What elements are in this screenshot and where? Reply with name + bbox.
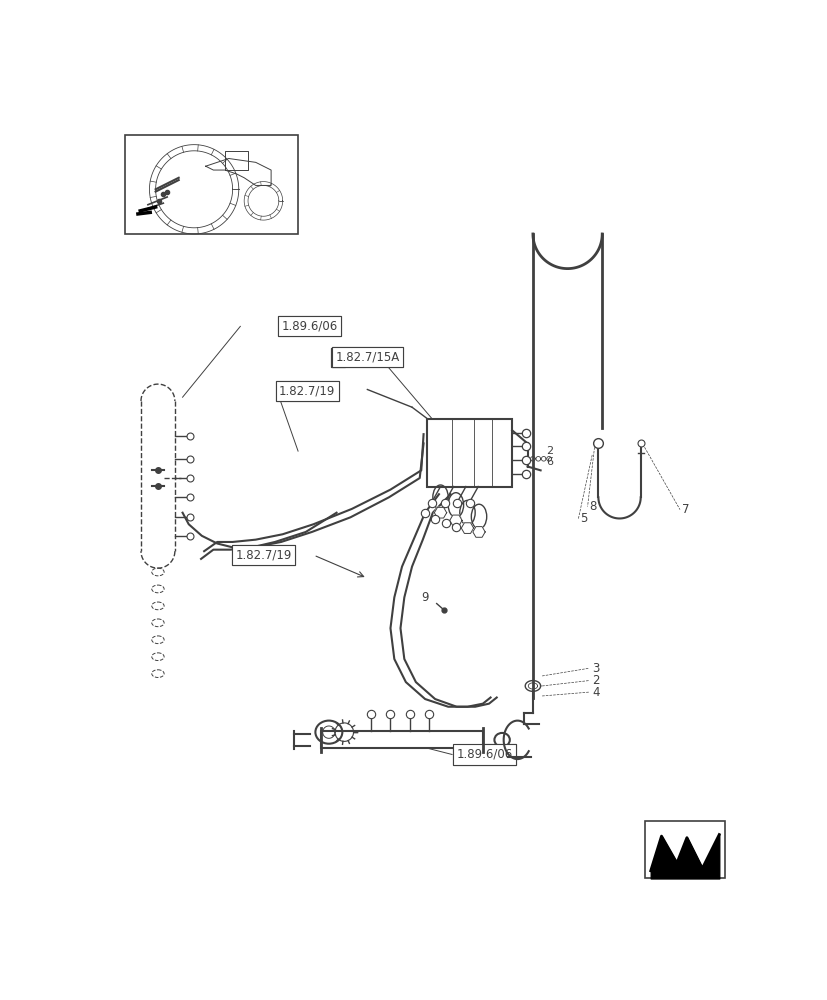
Polygon shape bbox=[472, 527, 485, 537]
Bar bbox=[125, 135, 298, 234]
Text: 1.82.7/19: 1.82.7/19 bbox=[279, 385, 335, 398]
Polygon shape bbox=[461, 523, 473, 533]
Text: 2: 2 bbox=[591, 674, 599, 687]
Bar bbox=[427, 419, 512, 487]
Text: 1.82.7/15A: 1.82.7/15A bbox=[335, 351, 399, 364]
Polygon shape bbox=[434, 507, 446, 518]
Text: 8: 8 bbox=[589, 500, 595, 513]
Text: 4: 4 bbox=[591, 686, 599, 699]
Text: 1.82.7/15A: 1.82.7/15A bbox=[335, 351, 399, 364]
Text: 5: 5 bbox=[579, 512, 586, 525]
Text: 3: 3 bbox=[591, 662, 599, 675]
Text: 6: 6 bbox=[545, 457, 552, 467]
Text: 1.82.7/19: 1.82.7/19 bbox=[235, 549, 291, 562]
Text: 7: 7 bbox=[681, 503, 688, 516]
Text: 1: 1 bbox=[334, 351, 342, 364]
Text: 1.89.6/06: 1.89.6/06 bbox=[281, 320, 337, 333]
Text: 1: 1 bbox=[334, 351, 342, 364]
Text: 1.89.6/06: 1.89.6/06 bbox=[281, 320, 337, 333]
Polygon shape bbox=[449, 515, 461, 526]
Text: 9: 9 bbox=[421, 591, 428, 604]
Text: 1.82.7/19: 1.82.7/19 bbox=[279, 385, 335, 398]
Text: 1.89.6/06: 1.89.6/06 bbox=[456, 748, 512, 761]
Bar bbox=[321, 731, 482, 748]
Bar bbox=[643, 821, 724, 878]
Text: 1.89.6/06: 1.89.6/06 bbox=[456, 748, 512, 761]
Text: 1.82.7/19: 1.82.7/19 bbox=[235, 549, 291, 562]
Text: 2: 2 bbox=[545, 446, 552, 456]
